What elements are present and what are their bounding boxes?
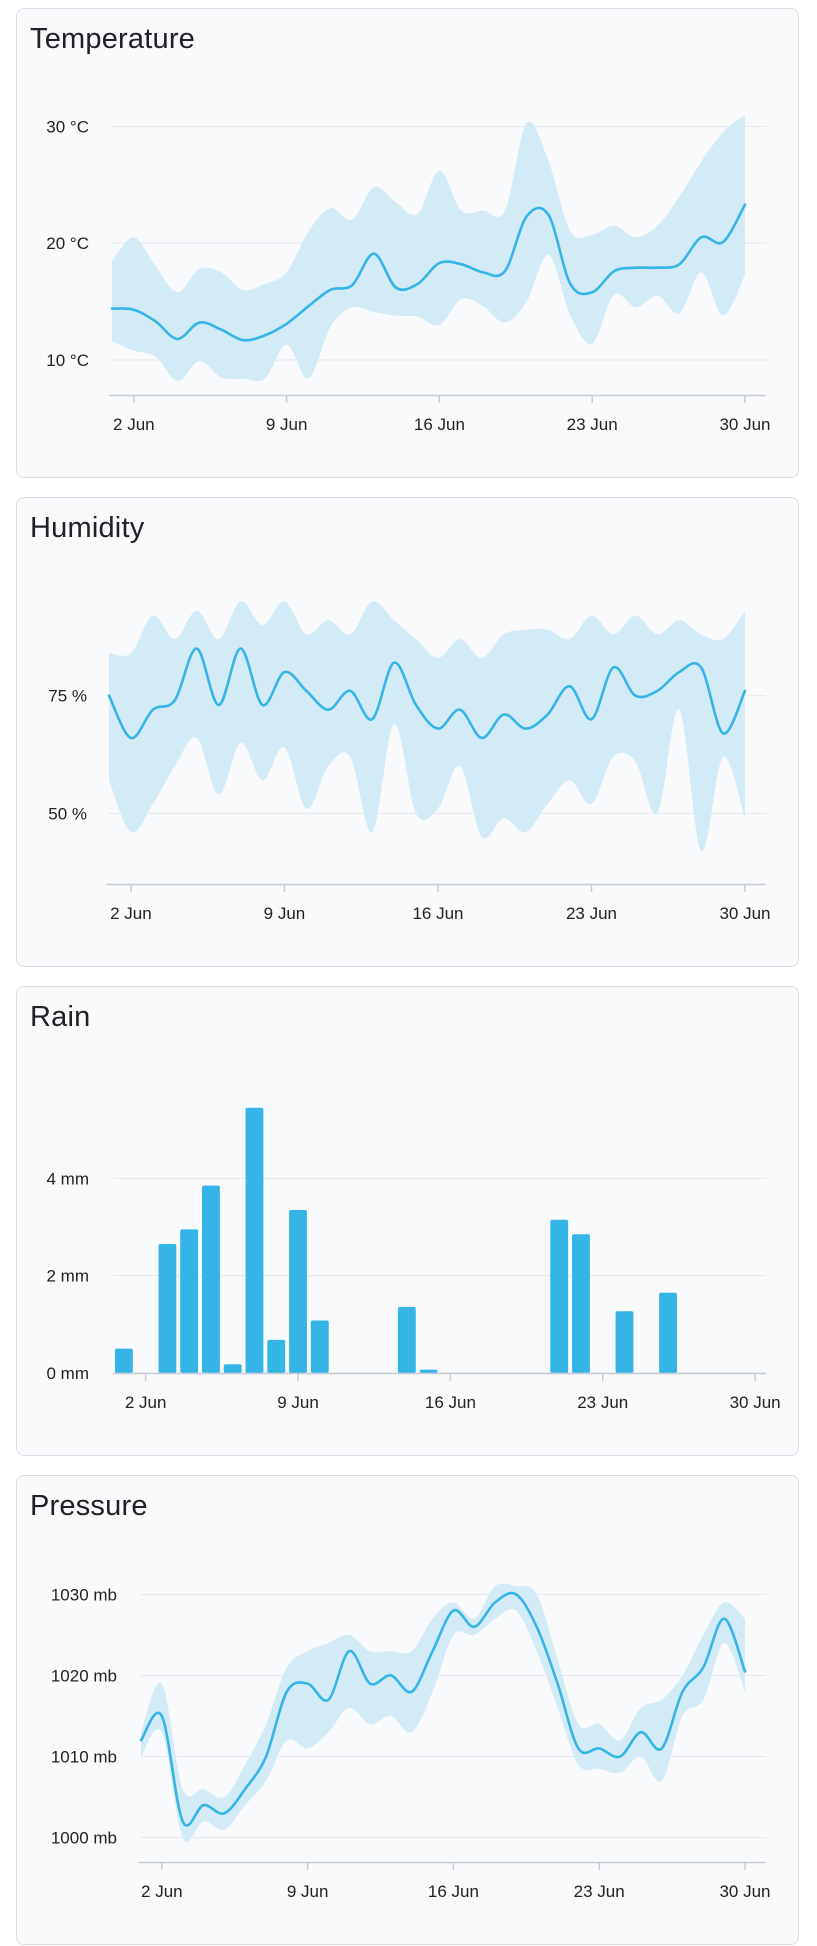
rain-bar <box>310 1320 329 1373</box>
x-tick-label: 23 Jun <box>574 1882 625 1901</box>
rain-bar <box>615 1311 634 1373</box>
range-band <box>112 114 745 382</box>
x-tick-label: 2 Jun <box>141 1882 183 1901</box>
rain-bar <box>419 1369 438 1373</box>
rain-bar <box>572 1234 590 1373</box>
temperature-chart: 10 °C 20 °C 30 °C 2 Jun 9 Jun 16 Jun 23 Jun 30 … <box>46 114 771 434</box>
y-tick-label: 10 °C <box>46 351 89 370</box>
series-line <box>107 647 747 740</box>
y-tick-label: 2 mm <box>47 1267 90 1286</box>
series-line <box>139 1591 747 1827</box>
x-tick-label: 16 Jun <box>425 1393 476 1412</box>
x-tick-label: 30 Jun <box>719 415 770 434</box>
rain-card: Rain 0 mm 2 mm 4 mm 2 Jun 9 Jun 16 Jun 23 Jun 3… <box>16 986 799 1456</box>
x-tick-label: 9 Jun <box>264 904 306 923</box>
series-line <box>110 203 747 342</box>
y-tick-label: 1000 mb <box>51 1829 117 1848</box>
x-tick-label: 30 Jun <box>730 1393 781 1412</box>
temperature-title: Temperature <box>30 23 195 55</box>
x-tick-label: 30 Jun <box>719 1882 770 1901</box>
range-band <box>109 601 745 852</box>
pressure-title: Pressure <box>30 1490 148 1522</box>
rain-title: Rain <box>30 1001 91 1033</box>
rain-bar <box>397 1306 416 1373</box>
x-tick-label: 23 Jun <box>577 1393 628 1412</box>
rain-bar <box>659 1292 677 1373</box>
y-tick-label: 0 mm <box>47 1364 90 1383</box>
rain-bar <box>223 1364 242 1373</box>
x-tick-label: 23 Jun <box>567 415 618 434</box>
y-tick-label: 4 mm <box>47 1169 90 1188</box>
y-tick-label: 50 % <box>48 804 87 823</box>
humidity-chart: 50 % 75 % 2 Jun 9 Jun 16 Jun 23 Jun 30 Jun <box>48 601 771 923</box>
rain-bar <box>202 1185 220 1373</box>
rain-bar <box>114 1348 133 1373</box>
y-tick-label: 1030 mb <box>51 1585 117 1604</box>
x-tick-label: 9 Jun <box>287 1882 329 1901</box>
y-tick-label: 20 °C <box>46 234 89 253</box>
temperature-card: Temperature 10 °C 20 °C 30 °C 2 Jun 9 Jun 16 … <box>16 8 799 478</box>
x-tick-label: 9 Jun <box>266 415 308 434</box>
range-band <box>141 1583 745 1842</box>
rain-bar <box>180 1229 199 1373</box>
x-tick-label: 23 Jun <box>566 904 617 923</box>
x-tick-label: 9 Jun <box>277 1393 319 1412</box>
y-tick-label: 75 % <box>48 687 87 706</box>
rain-bar <box>245 1107 264 1373</box>
humidity-title: Humidity <box>30 512 145 544</box>
rain-bar <box>267 1339 286 1373</box>
x-tick-label: 16 Jun <box>412 904 463 923</box>
x-tick-label: 2 Jun <box>110 904 152 923</box>
rain-bar <box>550 1219 569 1373</box>
y-tick-label: 1020 mb <box>51 1666 117 1685</box>
pressure-chart: 1000 mb 1010 mb 1020 mb 1030 mb 2 Jun 9 Jun 16… <box>51 1583 771 1901</box>
x-tick-label: 16 Jun <box>428 1882 479 1901</box>
rain-bar <box>289 1209 307 1373</box>
rain-chart: 0 mm 2 mm 4 mm 2 Jun 9 Jun 16 Jun 23 Jun 30 Jun <box>47 1107 781 1412</box>
x-tick-label: 2 Jun <box>125 1393 167 1412</box>
y-tick-label: 30 °C <box>46 117 89 136</box>
x-tick-label: 30 Jun <box>719 904 770 923</box>
rain-bar <box>158 1244 177 1373</box>
humidity-card: Humidity 50 % 75 % 2 Jun 9 Jun 16 Jun 23 Jun 3… <box>16 497 799 967</box>
x-tick-label: 16 Jun <box>414 415 465 434</box>
x-tick-label: 2 Jun <box>113 415 155 434</box>
pressure-card: Pressure 1000 mb 1010 mb 1020 mb 1030 mb 2 J… <box>16 1475 799 1945</box>
y-tick-label: 1010 mb <box>51 1748 117 1767</box>
